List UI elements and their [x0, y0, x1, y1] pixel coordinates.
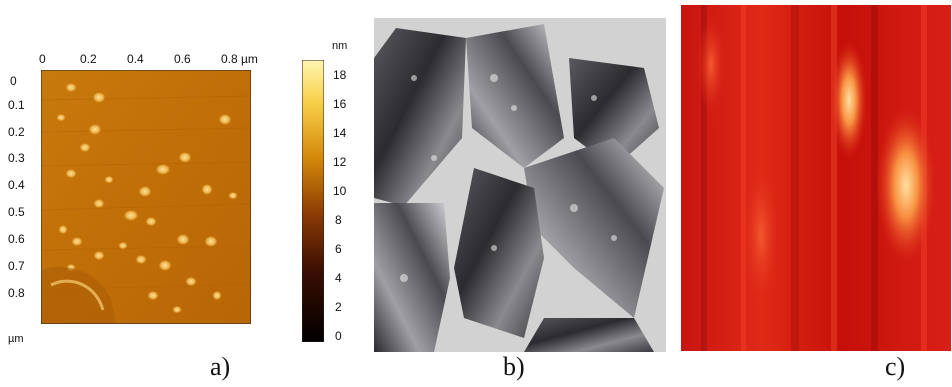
afm-topography-image: [41, 70, 251, 324]
colorbar-tick: 8: [335, 213, 342, 227]
flake-photo: [374, 18, 666, 352]
panel-b-caption: b): [503, 352, 525, 381]
colorbar-unit-label: nm: [332, 40, 348, 52]
colorbar-tick: 6: [335, 242, 342, 256]
colorbar-tick: 2: [335, 300, 342, 314]
colorbar-tick: 4: [335, 271, 342, 285]
x-tick: 0: [39, 52, 46, 66]
colorbar-tick: 14: [333, 126, 347, 140]
y-tick: 0.5: [8, 205, 25, 219]
y-tick: 0.3: [8, 151, 25, 165]
x-tick: 0.2: [80, 52, 97, 66]
corner-unit-label: µm: [8, 333, 24, 345]
colorbar-tick: 16: [333, 97, 347, 111]
colorbar-tick: 12: [333, 155, 347, 169]
colorbar-tick: 10: [333, 184, 347, 198]
afm-colorbar: [302, 60, 324, 342]
x-tick: 0.6: [174, 52, 191, 66]
colorbar-tick: 18: [333, 68, 347, 82]
y-tick: 0: [10, 74, 17, 88]
heatmap-image: [681, 5, 951, 351]
panel-a-caption: a): [210, 352, 231, 381]
y-tick: 0.1: [8, 98, 25, 112]
y-tick: 0.6: [8, 232, 25, 246]
x-tick: 0.4: [127, 52, 144, 66]
y-tick: 0.2: [8, 125, 25, 139]
x-tick: 0.8 µm: [221, 52, 258, 66]
y-tick: 0.8: [8, 286, 25, 300]
y-tick: 0.7: [8, 259, 25, 273]
afm-panel: 0 0.2 0.4 0.6 0.8 µm 0 0.1 0.2 0.3 0.4 0…: [0, 0, 370, 387]
colorbar-tick: 0: [335, 329, 342, 343]
y-tick: 0.4: [8, 178, 25, 192]
panel-c-caption: c): [885, 352, 906, 381]
